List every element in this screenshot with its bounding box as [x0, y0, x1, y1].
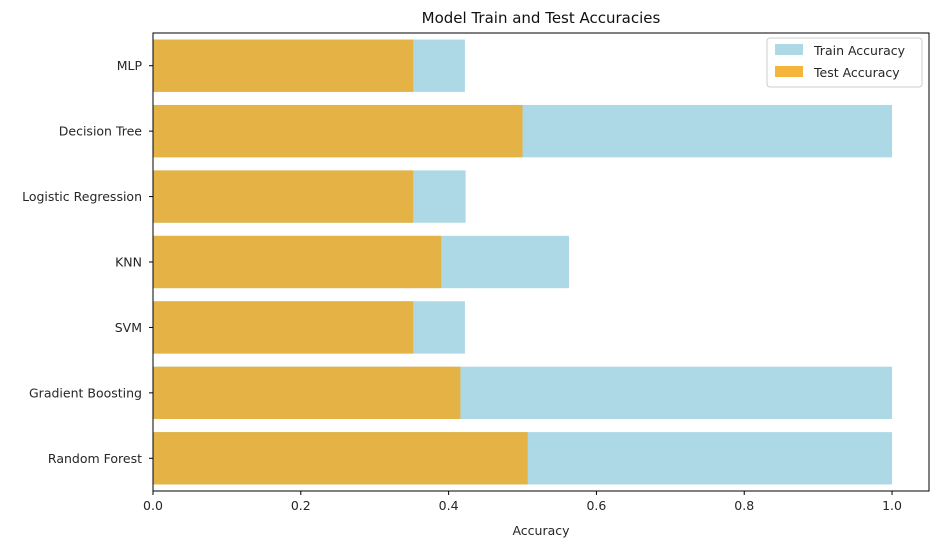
- legend-swatch-test: [775, 66, 803, 77]
- legend-label-train: Train Accuracy: [813, 43, 906, 58]
- y-axis-ticks: Random Forest Gradient Boosting SVM KNN Logi…: [22, 58, 153, 466]
- legend-swatch-train: [775, 44, 803, 55]
- x-tick-label: 0.4: [439, 498, 459, 513]
- bar-test-svm: [153, 301, 414, 354]
- x-tick-label: 0.8: [734, 498, 754, 513]
- x-axis-label: Accuracy: [512, 523, 570, 538]
- y-tick-label: Gradient Boosting: [29, 385, 142, 400]
- y-tick-label: SVM: [115, 320, 142, 335]
- legend-box: [766, 37, 923, 88]
- y-tick-label: KNN: [115, 255, 142, 270]
- x-tick-label: 0.0: [143, 498, 163, 513]
- bar-test-gradient-boosting: [153, 366, 461, 420]
- x-tick-label: 1.0: [882, 498, 902, 513]
- x-axis-ticks: 0.0 0.2 0.4 0.6 0.8 1.0: [143, 491, 902, 513]
- bar-test-logistic-regression: [153, 170, 414, 223]
- legend-label-test: Test Accuracy: [813, 65, 900, 80]
- x-tick-label: 0.6: [586, 498, 606, 513]
- bars: [153, 39, 893, 485]
- y-tick-label: MLP: [117, 58, 143, 73]
- legend: Train Accuracy Test Accuracy: [766, 37, 923, 88]
- bar-test-random-forest: [153, 432, 528, 485]
- y-tick-label: Decision Tree: [59, 124, 143, 139]
- bar-test-mlp: [153, 39, 414, 92]
- y-tick-label: Logistic Regression: [22, 189, 142, 204]
- chart-title: Model Train and Test Accuracies: [422, 9, 661, 27]
- x-tick-label: 0.2: [291, 498, 311, 513]
- bar-test-knn: [153, 235, 442, 289]
- y-tick-label: Random Forest: [48, 451, 142, 466]
- bar-test-decision-tree: [153, 104, 523, 158]
